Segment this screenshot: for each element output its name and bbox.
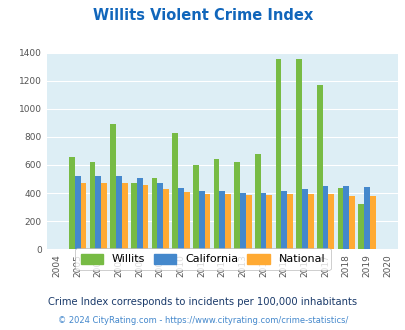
Bar xyxy=(343,186,348,249)
Text: Crime Index corresponds to incidents per 100,000 inhabitants: Crime Index corresponds to incidents per… xyxy=(48,297,357,307)
Bar xyxy=(219,191,225,249)
Bar xyxy=(322,186,328,249)
Bar xyxy=(266,195,272,249)
Bar xyxy=(254,154,260,249)
Bar xyxy=(69,157,75,249)
Bar xyxy=(198,191,204,249)
Bar xyxy=(80,183,86,249)
Bar xyxy=(328,194,333,249)
Bar xyxy=(122,183,127,249)
Bar xyxy=(75,176,80,249)
Bar xyxy=(172,133,178,249)
Bar xyxy=(213,159,219,249)
Bar xyxy=(204,194,210,249)
Bar xyxy=(245,195,251,249)
Bar xyxy=(357,204,363,249)
Bar xyxy=(178,188,183,249)
Bar xyxy=(151,178,157,249)
Bar xyxy=(110,124,116,249)
Bar xyxy=(136,178,142,249)
Bar xyxy=(363,187,369,249)
Bar xyxy=(296,59,301,249)
Bar xyxy=(163,189,168,249)
Text: Willits Violent Crime Index: Willits Violent Crime Index xyxy=(93,8,312,23)
Bar xyxy=(131,183,136,249)
Legend: Willits, California, National: Willits, California, National xyxy=(75,248,330,270)
Bar xyxy=(157,182,163,249)
Bar xyxy=(281,191,286,249)
Bar xyxy=(116,176,121,249)
Bar xyxy=(142,185,148,249)
Bar xyxy=(275,59,281,249)
Text: © 2024 CityRating.com - https://www.cityrating.com/crime-statistics/: © 2024 CityRating.com - https://www.city… xyxy=(58,316,347,325)
Bar xyxy=(225,194,230,249)
Bar xyxy=(316,85,322,249)
Bar xyxy=(307,194,313,249)
Bar xyxy=(369,196,375,249)
Bar xyxy=(90,162,95,249)
Bar xyxy=(260,193,266,249)
Bar xyxy=(234,162,239,249)
Bar xyxy=(286,194,292,249)
Bar xyxy=(239,193,245,249)
Bar xyxy=(301,189,307,249)
Bar xyxy=(95,176,101,249)
Bar xyxy=(337,188,343,249)
Bar xyxy=(348,196,354,249)
Bar xyxy=(192,165,198,249)
Bar xyxy=(183,192,189,249)
Bar xyxy=(101,182,107,249)
